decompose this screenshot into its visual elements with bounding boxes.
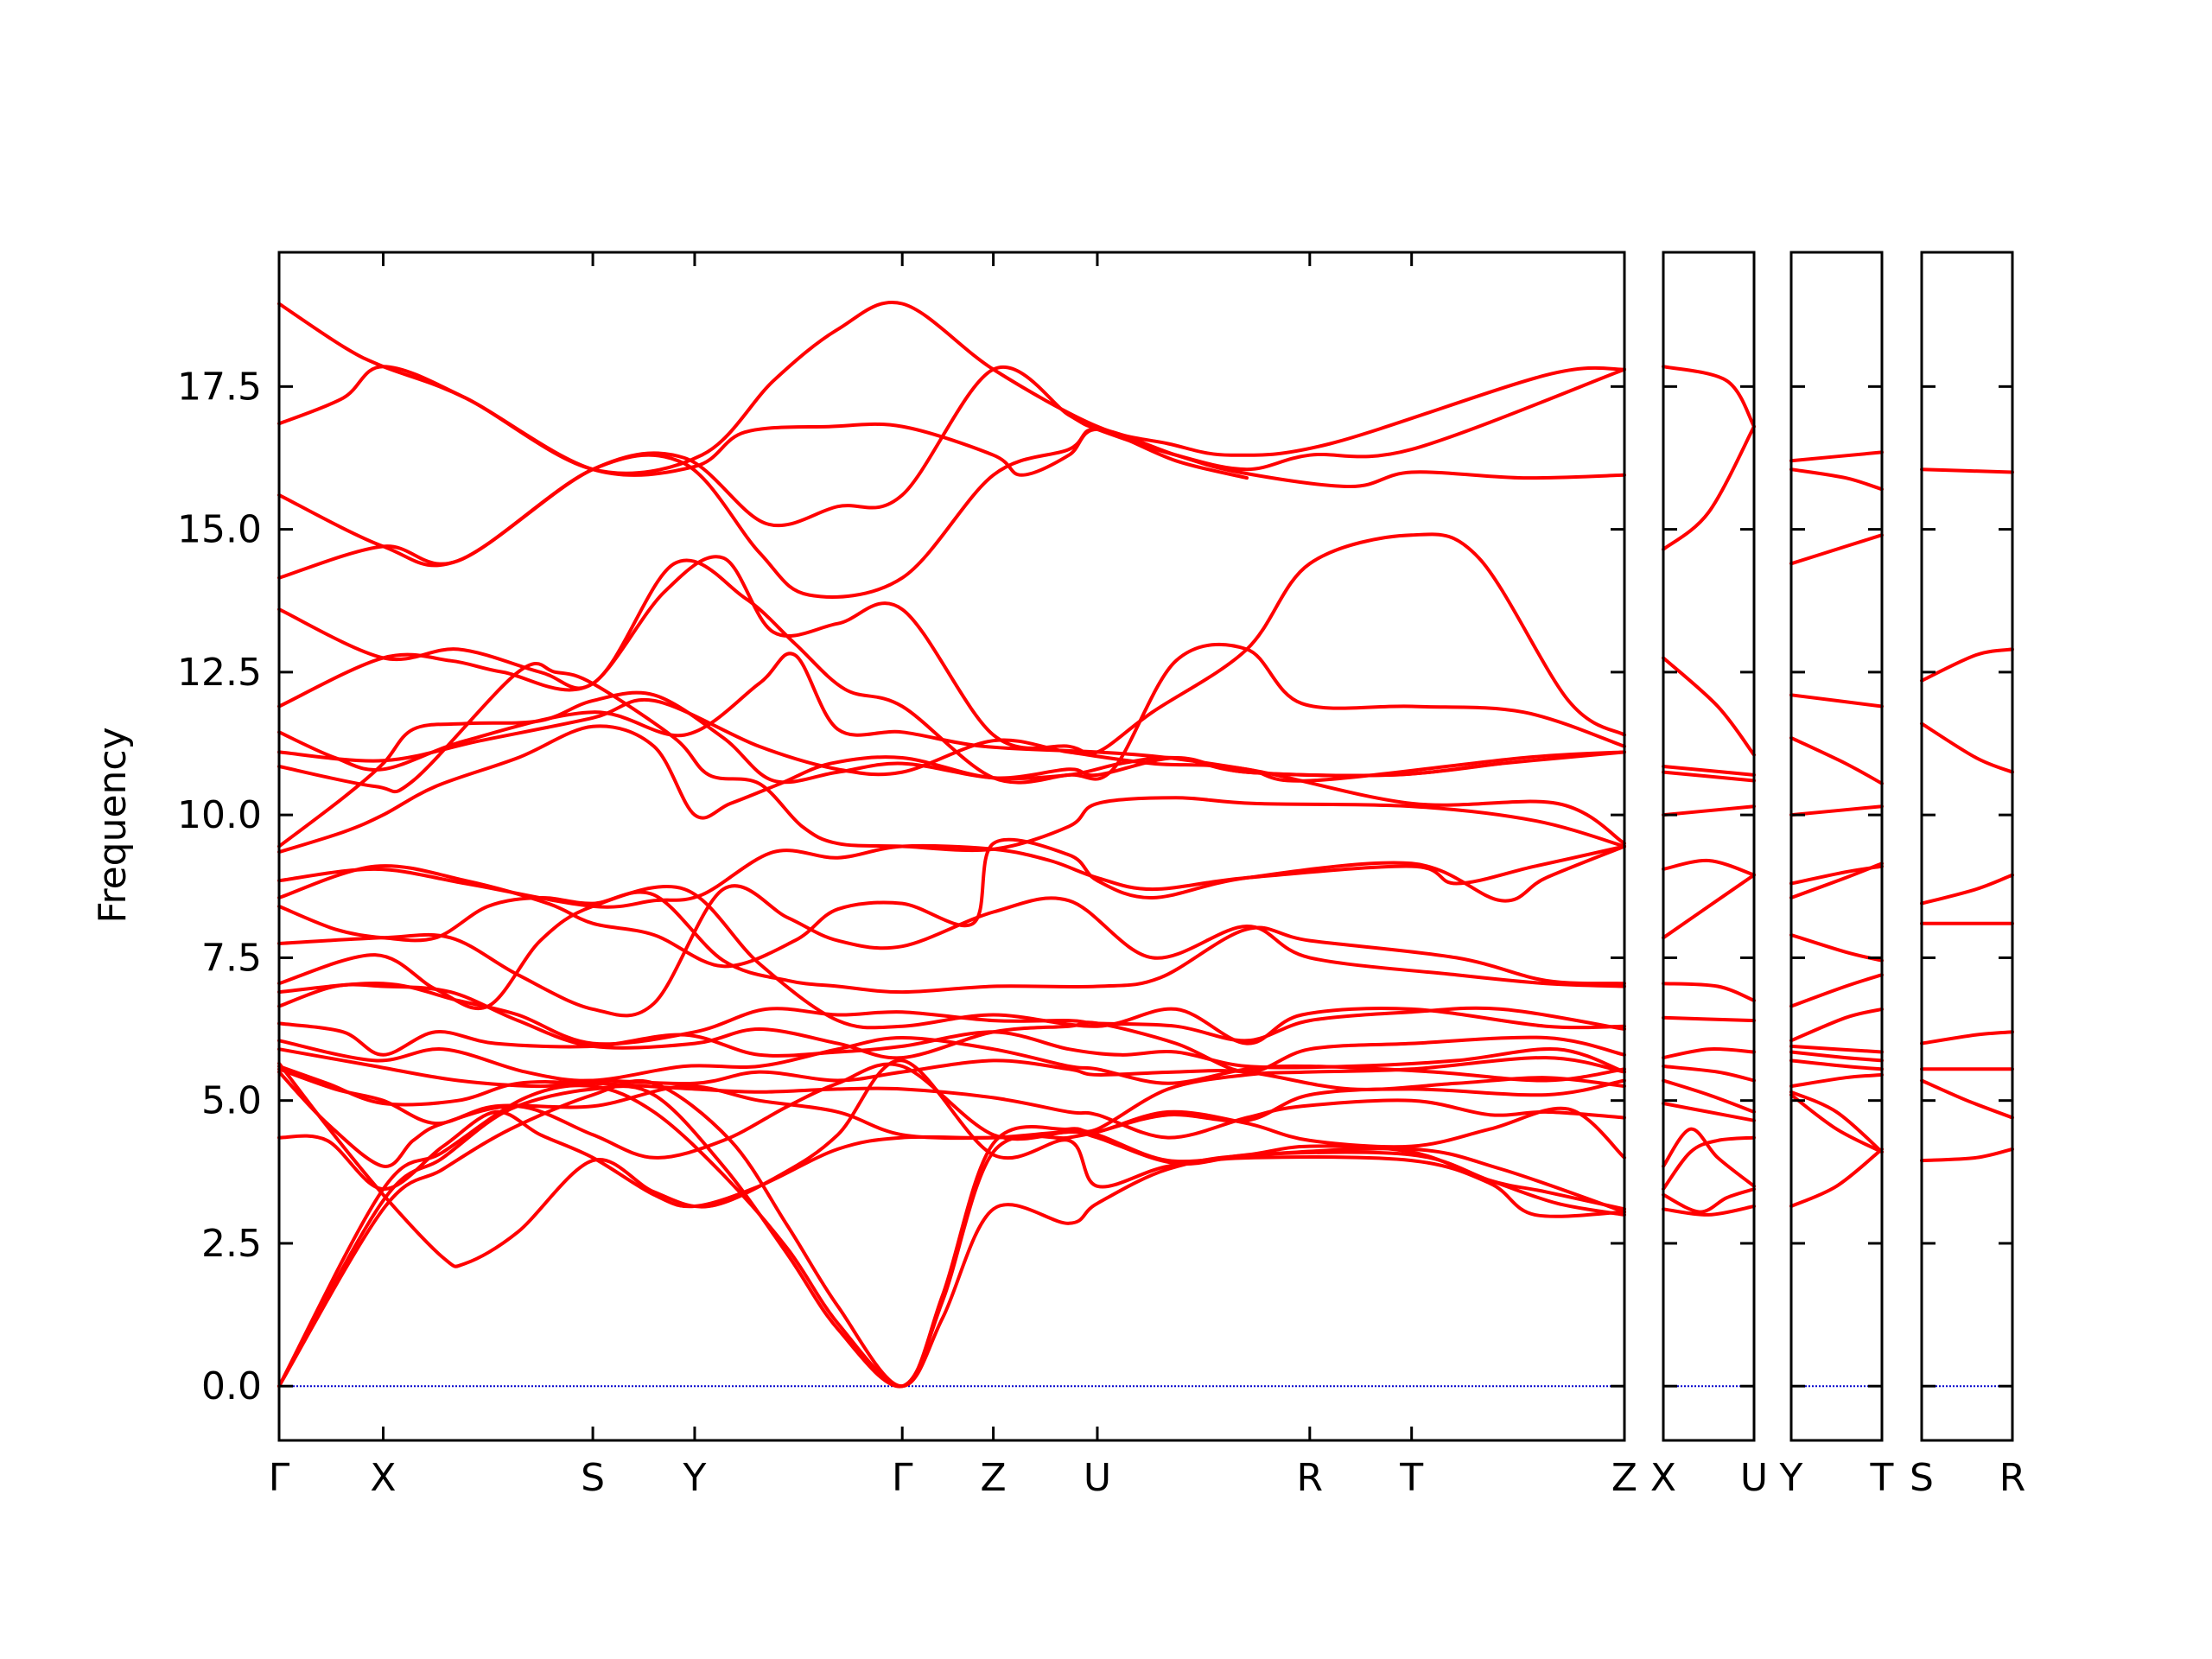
band-line <box>1662 1047 1756 1060</box>
band-line <box>1789 1058 1884 1071</box>
band-line <box>1662 873 1756 940</box>
y-tick-label: 2.5 <box>201 1222 262 1266</box>
plot-panels: 0.02.55.07.510.012.515.017.5Γ X S Y Γ Z U R T Z X U… <box>177 251 2026 1500</box>
band-line <box>277 427 1249 599</box>
band-line <box>1662 656 1756 757</box>
y-tick-label: 0.0 <box>201 1364 262 1408</box>
band-line <box>277 982 1626 1074</box>
band-line <box>277 1058 1626 1268</box>
band-line <box>1789 1044 1884 1054</box>
x-tick-label: U <box>1740 1456 1768 1500</box>
band-line <box>1920 1030 2014 1046</box>
panel-frame <box>277 251 1626 1442</box>
band-line <box>277 890 1626 995</box>
x-tick-label: S <box>581 1456 605 1500</box>
y-tick-label: 7.5 <box>201 936 262 980</box>
band-line <box>277 843 1626 909</box>
x-tick-label: R <box>1297 1456 1324 1500</box>
band-line <box>1789 450 1884 463</box>
band-line <box>1789 467 1884 492</box>
band-line <box>1789 1007 1884 1043</box>
band-line <box>1920 873 2014 906</box>
band-line <box>1662 1078 1756 1114</box>
band-line <box>1789 533 1884 566</box>
y-tick-label: 12.5 <box>177 651 262 695</box>
band-line <box>1662 1135 1756 1192</box>
band-line <box>1789 693 1884 709</box>
x-tick-label: T <box>1870 1456 1894 1500</box>
x-tick-label: Y <box>1779 1456 1803 1500</box>
band-line <box>1920 647 2014 683</box>
band-line <box>1662 765 1756 777</box>
y-tick-label: 17.5 <box>177 365 262 409</box>
y-tick-label: 15.0 <box>177 508 262 552</box>
band-line <box>1662 1102 1756 1122</box>
x-tick-label: Γ <box>269 1456 290 1500</box>
band-line <box>1662 1205 1756 1217</box>
band-line <box>277 982 1626 1046</box>
x-tick-label: T <box>1399 1456 1423 1500</box>
band-line <box>277 837 1626 969</box>
band-line <box>1662 804 1756 817</box>
x-tick-label: U <box>1084 1456 1111 1500</box>
band-line <box>1662 982 1756 1002</box>
panel-frame <box>1789 251 1884 1442</box>
y-tick-label: 10.0 <box>177 793 262 837</box>
band-line <box>277 365 1626 488</box>
band-line <box>1662 1127 1756 1188</box>
band-line <box>1789 804 1884 817</box>
band-line <box>1662 424 1756 551</box>
band-line <box>277 1065 1626 1140</box>
x-tick-label: S <box>1910 1456 1934 1500</box>
band-line <box>1662 1015 1756 1023</box>
band-line <box>277 884 1626 1018</box>
band-line <box>277 1036 1626 1085</box>
band-line <box>277 724 1503 855</box>
band-line <box>1789 1090 1884 1154</box>
x-tick-label: Γ <box>892 1456 913 1500</box>
band-line <box>1789 1147 1884 1208</box>
band-line <box>1662 770 1756 783</box>
band-line <box>1920 467 2014 474</box>
band-line <box>277 662 1626 853</box>
band-line <box>1920 721 2014 774</box>
band-line <box>1789 1072 1884 1089</box>
band-line <box>277 1021 1626 1074</box>
band-line <box>277 1056 1626 1389</box>
band-line <box>277 532 1626 756</box>
x-tick-label: Z <box>981 1456 1007 1500</box>
band-line <box>1789 1093 1884 1154</box>
band-line <box>1662 1065 1756 1083</box>
band-line <box>1920 1147 2014 1163</box>
band-line <box>277 697 1626 846</box>
x-tick-label: X <box>1650 1456 1676 1500</box>
band-line <box>277 1084 1626 1389</box>
band-line <box>1662 365 1756 429</box>
band-line <box>1662 858 1756 877</box>
panel-1: 0.0 2.5 5.0 7.5 10.0 12.5 15.0 17.5 Γ X S Y Γ Z U R T Z <box>177 251 1637 1500</box>
panel-frame <box>1662 251 1756 1442</box>
band-line <box>277 652 1626 783</box>
x-tick-label: Z <box>1611 1456 1637 1500</box>
band-line <box>1789 973 1884 1008</box>
y-axis-label: Frequency <box>91 727 135 923</box>
band-line <box>1789 1050 1884 1063</box>
x-tick-label: Y <box>683 1456 707 1500</box>
x-tick-label: X <box>370 1456 396 1500</box>
band-line <box>1920 1078 2014 1120</box>
band-line <box>277 558 1626 785</box>
y-tick-label: 5.0 <box>201 1079 262 1123</box>
band-line <box>1662 1187 1756 1214</box>
band-line <box>1789 861 1884 899</box>
band-line <box>1789 735 1884 785</box>
x-tick-label: R <box>1999 1456 2026 1500</box>
band-line <box>277 1078 1626 1389</box>
panel-frame <box>1920 251 2014 1442</box>
